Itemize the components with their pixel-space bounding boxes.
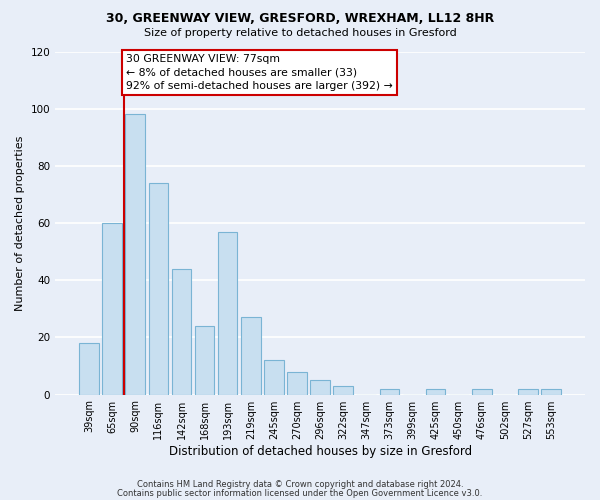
Bar <box>334 386 353 394</box>
Bar <box>380 389 399 394</box>
Bar <box>264 360 284 394</box>
Bar <box>149 183 168 394</box>
Bar <box>287 372 307 394</box>
Text: Contains HM Land Registry data © Crown copyright and database right 2024.: Contains HM Land Registry data © Crown c… <box>137 480 463 489</box>
Bar <box>472 389 491 394</box>
X-axis label: Distribution of detached houses by size in Gresford: Distribution of detached houses by size … <box>169 444 472 458</box>
Bar <box>172 269 191 394</box>
Text: 30, GREENWAY VIEW, GRESFORD, WREXHAM, LL12 8HR: 30, GREENWAY VIEW, GRESFORD, WREXHAM, LL… <box>106 12 494 26</box>
Text: 30 GREENWAY VIEW: 77sqm
← 8% of detached houses are smaller (33)
92% of semi-det: 30 GREENWAY VIEW: 77sqm ← 8% of detached… <box>126 54 393 91</box>
Bar <box>79 343 99 394</box>
Bar <box>310 380 330 394</box>
Bar <box>103 223 122 394</box>
Bar <box>195 326 214 394</box>
Bar <box>426 389 445 394</box>
Bar <box>518 389 538 394</box>
Text: Contains public sector information licensed under the Open Government Licence v3: Contains public sector information licen… <box>118 488 482 498</box>
Bar <box>541 389 561 394</box>
Y-axis label: Number of detached properties: Number of detached properties <box>15 136 25 310</box>
Bar <box>125 114 145 394</box>
Text: Size of property relative to detached houses in Gresford: Size of property relative to detached ho… <box>143 28 457 38</box>
Bar <box>218 232 238 394</box>
Bar <box>241 318 260 394</box>
